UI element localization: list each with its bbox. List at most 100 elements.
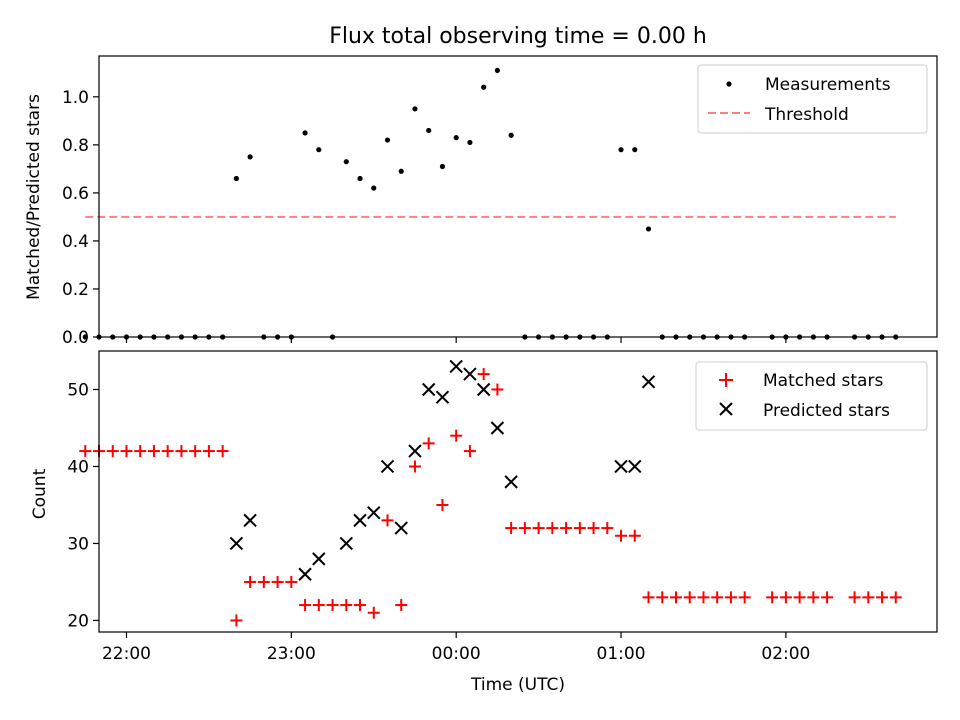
measurement-point: [384, 137, 391, 143]
bottom-ytick-label: 40: [67, 457, 89, 477]
matched-star-point: [408, 460, 421, 473]
predicted-star-point: [367, 505, 381, 520]
matched-star-point: [326, 599, 339, 612]
xtick-label: 01:00: [597, 644, 646, 664]
measurement-point: [439, 163, 446, 170]
legend-marker-measurements: [726, 81, 732, 87]
matched-star-point: [862, 591, 875, 604]
measurement-point: [371, 185, 377, 191]
predicted-star-point: [449, 359, 463, 374]
bottom-legend-box: [695, 361, 928, 431]
matched-star-point: [312, 599, 325, 612]
matched-star-point: [340, 599, 353, 612]
x-axis-label: Time (UTC): [470, 675, 565, 695]
matched-star-point: [766, 591, 779, 604]
predicted-star-point: [394, 521, 408, 535]
predicted-star-point: [463, 367, 477, 381]
matched-star-point: [615, 529, 628, 542]
matched-star-point: [738, 591, 751, 604]
matched-star-point: [244, 575, 257, 588]
measurement-point: [412, 106, 418, 112]
xtick-label: 00:00: [432, 644, 481, 664]
matched-star-point: [601, 522, 614, 535]
matched-star-point: [669, 591, 682, 604]
measurement-point: [426, 127, 432, 134]
measurement-point: [343, 159, 349, 165]
top-plot-frame: [98, 55, 938, 338]
measurement-point: [357, 175, 363, 182]
chart-title: Flux total observing time = 0.00 h: [329, 24, 707, 49]
predicted-star-point: [339, 536, 353, 551]
matched-star-point: [683, 591, 696, 604]
top-legend: Measurements Threshold: [697, 64, 928, 134]
matched-star-point: [546, 522, 559, 535]
matched-star-point: [876, 591, 889, 604]
predicted-star-point: [504, 475, 518, 489]
matched-star-point: [381, 514, 394, 527]
matched-star-point: [711, 591, 724, 604]
matched-star-point: [656, 591, 669, 604]
matched-star-point: [120, 445, 133, 458]
matched-star-point: [628, 529, 641, 542]
top-ytick-label: 1.0: [62, 88, 89, 108]
matched-star-point: [299, 599, 312, 612]
matched-star-point: [147, 445, 160, 458]
measurement-point: [247, 154, 253, 160]
measurement-point: [467, 139, 473, 146]
matched-star-point: [367, 606, 380, 619]
measurement-point: [494, 67, 500, 74]
legend-marker-matched: [719, 373, 733, 387]
top-legend-box: [697, 64, 928, 134]
matched-star-point: [216, 445, 229, 458]
bottom-y-axis-label: Count: [30, 468, 50, 519]
matched-star-point: [161, 445, 174, 458]
measurement-point: [82, 334, 88, 340]
matched-star-point: [285, 575, 298, 588]
predicted-star-point: [408, 444, 422, 458]
matched-star-point: [175, 445, 188, 458]
predicted-star-point: [229, 536, 244, 551]
measurement-point: [645, 226, 652, 232]
matched-star-point: [889, 591, 902, 604]
measurement-point: [632, 147, 638, 153]
bottom-legend: Matched stars Predicted stars: [695, 361, 928, 431]
matched-star-point: [134, 445, 147, 458]
top-ytick-label: 0.6: [62, 184, 89, 204]
measurement-point: [481, 84, 487, 90]
measurement-point: [316, 147, 322, 153]
matched-star-point: [202, 445, 215, 458]
matched-star-point: [848, 591, 861, 604]
measurement-point: [233, 175, 239, 182]
predicted-star-point: [641, 375, 656, 389]
matched-star-point: [821, 591, 834, 604]
matched-star-point: [257, 575, 270, 588]
matched-star-point: [463, 445, 476, 458]
matched-star-point: [395, 599, 408, 612]
xtick-label: 23:00: [267, 644, 316, 664]
matched-star-point: [450, 429, 463, 442]
top-ytick-label: 0.4: [62, 232, 89, 252]
matched-star-point: [354, 599, 367, 612]
matched-star-point: [697, 591, 710, 604]
bottom-ytick-label: 30: [67, 534, 89, 554]
matched-star-point: [779, 591, 792, 604]
matched-star-point: [532, 522, 545, 535]
matched-star-point: [106, 445, 119, 458]
predicted-star-point: [353, 513, 367, 528]
matched-star-point: [505, 522, 518, 535]
matched-star-point: [422, 437, 435, 450]
bottom-ytick-label: 50: [67, 380, 89, 400]
matched-star-point: [491, 383, 504, 396]
xtick-label: 22:00: [102, 644, 151, 664]
predicted-star-point: [490, 421, 505, 435]
top-y-axis-label: Matched/Predicted stars: [24, 94, 44, 300]
matched-star-point: [271, 575, 284, 588]
measurement-point: [398, 168, 404, 174]
measurement-point: [508, 132, 514, 138]
predicted-star-point: [421, 382, 436, 397]
legend-label-predicted: Predicted stars: [763, 401, 890, 421]
predicted-star-point: [628, 459, 642, 474]
top-panel: 0.0 0.2 0.4 0.6 0.8 1.0 Matched/Predicted sta…: [24, 55, 938, 348]
